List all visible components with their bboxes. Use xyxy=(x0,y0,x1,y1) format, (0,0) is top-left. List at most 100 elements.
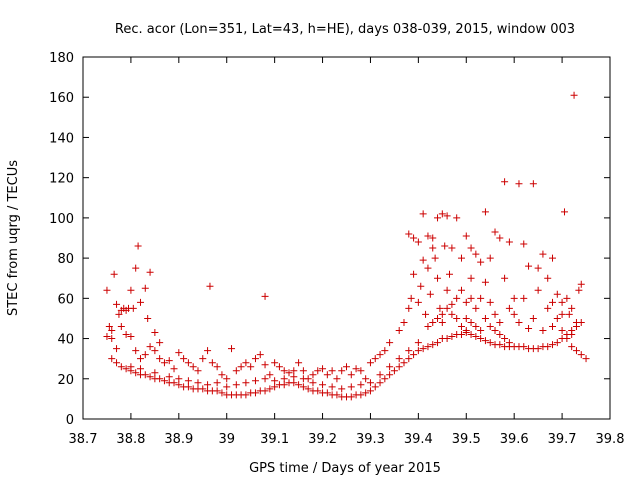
data-point xyxy=(462,327,470,335)
data-point xyxy=(146,373,154,381)
x-tick-label: 38.8 xyxy=(116,432,145,447)
data-point xyxy=(156,375,164,383)
data-point xyxy=(105,322,113,330)
data-point xyxy=(534,345,542,353)
data-point xyxy=(156,339,164,347)
data-point xyxy=(436,304,444,312)
data-point xyxy=(132,369,140,377)
data-point xyxy=(199,385,207,393)
data-point xyxy=(486,254,494,262)
data-point xyxy=(481,314,489,322)
data-point xyxy=(223,375,231,383)
data-point xyxy=(448,310,456,318)
y-tick-label: 100 xyxy=(49,212,74,227)
data-point xyxy=(103,333,111,341)
data-point xyxy=(144,314,152,322)
data-point xyxy=(366,379,374,387)
data-point xyxy=(113,300,121,308)
data-point xyxy=(328,383,336,391)
data-point xyxy=(486,339,494,347)
data-point xyxy=(261,361,269,369)
data-point xyxy=(386,339,394,347)
data-point xyxy=(338,385,346,393)
data-point xyxy=(453,314,461,322)
x-axis-label: GPS time / Days of year 2015 xyxy=(249,461,441,476)
data-point xyxy=(441,242,449,250)
data-point xyxy=(122,331,130,339)
data-point xyxy=(501,178,509,186)
data-point xyxy=(117,363,125,371)
data-point xyxy=(395,355,403,363)
data-point xyxy=(575,286,583,294)
data-point xyxy=(534,264,542,272)
data-point xyxy=(285,369,293,377)
data-point xyxy=(141,351,149,359)
chart-title: Rec. acor (Lon=351, Lat=43, h=HE), days … xyxy=(115,22,575,37)
data-point xyxy=(417,282,425,290)
data-point xyxy=(275,363,283,371)
data-point xyxy=(568,331,576,339)
data-point xyxy=(251,377,259,385)
data-point xyxy=(299,383,307,391)
data-point xyxy=(299,375,307,383)
data-point xyxy=(251,389,259,397)
data-point xyxy=(544,274,552,282)
data-point xyxy=(390,367,398,375)
data-point xyxy=(472,322,480,330)
data-point xyxy=(410,270,418,278)
data-point xyxy=(127,286,135,294)
data-point xyxy=(582,355,590,363)
data-point xyxy=(290,379,298,387)
data-point xyxy=(136,355,144,363)
data-point xyxy=(242,359,250,367)
data-point xyxy=(134,242,142,250)
x-tick-label: 38.7 xyxy=(69,432,98,447)
y-tick-label: 180 xyxy=(49,51,74,66)
data-point xyxy=(553,290,561,298)
data-point xyxy=(553,314,561,322)
data-point xyxy=(136,365,144,373)
data-point xyxy=(539,250,547,258)
data-point xyxy=(467,274,475,282)
data-point xyxy=(481,278,489,286)
data-point xyxy=(323,389,331,397)
y-tick-label: 40 xyxy=(57,333,74,348)
data-point xyxy=(381,375,389,383)
data-point xyxy=(572,318,580,326)
data-point xyxy=(491,310,499,318)
data-point xyxy=(146,343,154,351)
data-point xyxy=(422,310,430,318)
y-tick-label: 120 xyxy=(49,172,74,187)
data-point xyxy=(117,322,125,330)
data-point xyxy=(448,333,456,341)
data-point xyxy=(213,363,221,371)
x-tick-label: 39.4 xyxy=(404,432,433,447)
data-point xyxy=(501,274,509,282)
data-point xyxy=(510,310,518,318)
data-point xyxy=(199,355,207,363)
data-point xyxy=(505,238,513,246)
data-point xyxy=(386,371,394,379)
data-point xyxy=(525,262,533,270)
data-point xyxy=(443,286,451,294)
data-point xyxy=(113,345,121,353)
data-point xyxy=(280,375,288,383)
data-point xyxy=(323,371,331,379)
data-point xyxy=(434,274,442,282)
data-point xyxy=(405,355,413,363)
data-point xyxy=(376,379,384,387)
data-point xyxy=(108,327,116,335)
data-point xyxy=(395,363,403,371)
data-point xyxy=(319,365,327,373)
data-point xyxy=(309,379,317,387)
data-point xyxy=(251,355,259,363)
data-point xyxy=(328,367,336,375)
data-point xyxy=(295,381,303,389)
data-point xyxy=(218,389,226,397)
data-point xyxy=(434,339,442,347)
data-point xyxy=(453,294,461,302)
data-point xyxy=(443,304,451,312)
data-point xyxy=(477,294,485,302)
axis-ticks: 38.7 38.8 38.9 39 39.1 39.2 39.3 39.4 39.5 39.6 39… xyxy=(49,51,624,447)
data-point xyxy=(309,371,317,379)
